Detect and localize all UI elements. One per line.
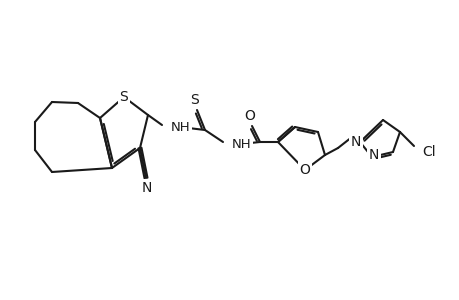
Text: S: S <box>190 93 199 107</box>
Text: N: N <box>350 135 360 149</box>
Text: N: N <box>368 148 378 162</box>
Text: Cl: Cl <box>421 145 435 159</box>
Text: NH: NH <box>231 137 251 151</box>
Text: NH: NH <box>171 121 190 134</box>
Text: S: S <box>119 90 128 104</box>
Text: O: O <box>244 109 255 123</box>
Text: N: N <box>141 181 152 195</box>
Text: O: O <box>299 163 310 177</box>
